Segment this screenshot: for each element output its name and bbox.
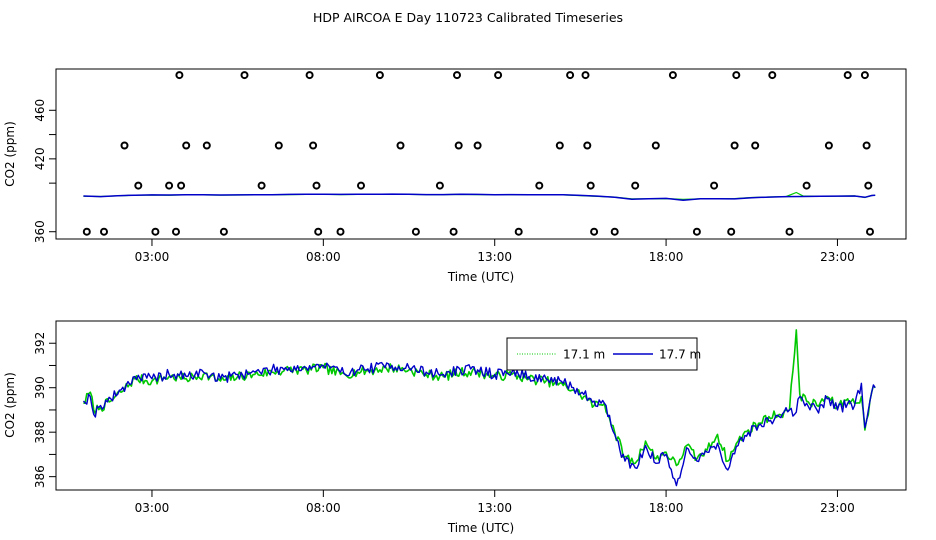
data-point <box>768 71 777 80</box>
legend-label: 17.7 m <box>659 348 701 362</box>
data-point <box>175 71 184 80</box>
x-axis-label: Time (UTC) <box>447 270 514 284</box>
data-point <box>274 141 283 150</box>
series-line-blue <box>82 361 876 487</box>
data-point <box>692 227 701 236</box>
data-point <box>312 181 321 190</box>
data-point <box>120 141 129 150</box>
data-point <box>219 227 228 236</box>
data-point <box>494 71 503 80</box>
data-point <box>82 227 91 236</box>
data-point <box>566 71 575 80</box>
data-point <box>454 141 463 150</box>
y-tick-label: 360 <box>33 220 47 243</box>
data-point <box>449 227 458 236</box>
data-point <box>843 71 852 80</box>
data-point <box>864 181 873 190</box>
data-point <box>590 227 599 236</box>
data-point <box>732 71 741 80</box>
data-point <box>866 227 874 236</box>
data-point <box>177 181 186 190</box>
y-tick-label: 388 <box>33 421 47 444</box>
legend-box <box>506 337 698 371</box>
data-point <box>151 227 160 236</box>
data-point <box>411 227 420 236</box>
x-tick-label: 23:00 <box>820 501 855 515</box>
data-point <box>202 141 211 150</box>
plot-frame <box>55 320 907 491</box>
x-tick-label: 08:00 <box>306 501 341 515</box>
x-tick-label: 18:00 <box>649 501 684 515</box>
data-point <box>357 181 365 190</box>
data-point <box>862 141 871 150</box>
bottom-panel: 03:00 08:00 13:00 18:00 23:00 386 388 390 392 Tim… <box>3 320 907 535</box>
data-point <box>100 227 108 236</box>
x-tick-label: 08:00 <box>306 250 341 264</box>
data-point <box>802 181 811 190</box>
data-point <box>305 71 314 80</box>
data-point <box>453 71 461 80</box>
x-tick-label: 23:00 <box>820 250 855 264</box>
data-point <box>581 71 590 80</box>
data-point <box>375 71 384 80</box>
y-tick-label: 460 <box>33 99 47 122</box>
x-tick-label: 03:00 <box>135 501 170 515</box>
x-tick-label: 13:00 <box>477 250 512 264</box>
chart-title: HDP AIRCOA E Day 110723 Calibrated Times… <box>313 10 623 25</box>
x-tick-label: 03:00 <box>135 250 170 264</box>
top-panel: 03:00 08:00 13:00 18:00 23:00 360 420 460 Time (… <box>3 68 907 284</box>
series-line-green <box>83 329 876 467</box>
series-line-blue <box>83 193 876 202</box>
y-axis-label: CO2 (ppm) <box>3 121 17 187</box>
plot-area <box>82 329 876 487</box>
data-point <box>785 227 794 236</box>
y-axis-label: CO2 (ppm) <box>3 372 17 438</box>
data-point <box>172 227 180 236</box>
data-point <box>514 227 523 236</box>
data-point <box>860 71 869 80</box>
y-tick-label: 420 <box>33 147 47 170</box>
data-point <box>396 141 405 150</box>
data-point <box>309 141 318 150</box>
data-point <box>336 227 345 236</box>
x-tick-label: 18:00 <box>649 250 684 264</box>
data-point <box>555 141 564 150</box>
data-point <box>134 181 143 190</box>
data-point <box>583 141 592 150</box>
data-point <box>586 181 595 190</box>
data-point <box>314 227 323 236</box>
y-tick-label: 386 <box>33 465 47 488</box>
legend: 17.1 m 17.7 m <box>506 337 701 371</box>
data-point <box>651 141 660 150</box>
plot-area <box>82 71 876 236</box>
data-point <box>727 227 736 236</box>
x-tick-label: 13:00 <box>477 501 512 515</box>
data-point <box>824 141 833 150</box>
data-point <box>535 181 544 190</box>
y-tick-label: 392 <box>33 332 47 355</box>
data-point <box>240 71 249 80</box>
x-axis-label: Time (UTC) <box>447 521 514 535</box>
plot-frame <box>55 68 907 240</box>
data-point <box>668 71 677 80</box>
y-tick-label: 390 <box>33 376 47 399</box>
data-point <box>710 181 719 190</box>
data-point <box>473 141 482 150</box>
data-point <box>751 141 760 150</box>
data-point <box>730 141 739 150</box>
legend-label: 17.1 m <box>563 348 605 362</box>
data-point <box>631 181 640 190</box>
data-point <box>610 227 619 236</box>
data-point <box>165 181 174 190</box>
data-point <box>182 141 191 150</box>
data-point <box>435 181 444 190</box>
data-point <box>257 181 266 190</box>
